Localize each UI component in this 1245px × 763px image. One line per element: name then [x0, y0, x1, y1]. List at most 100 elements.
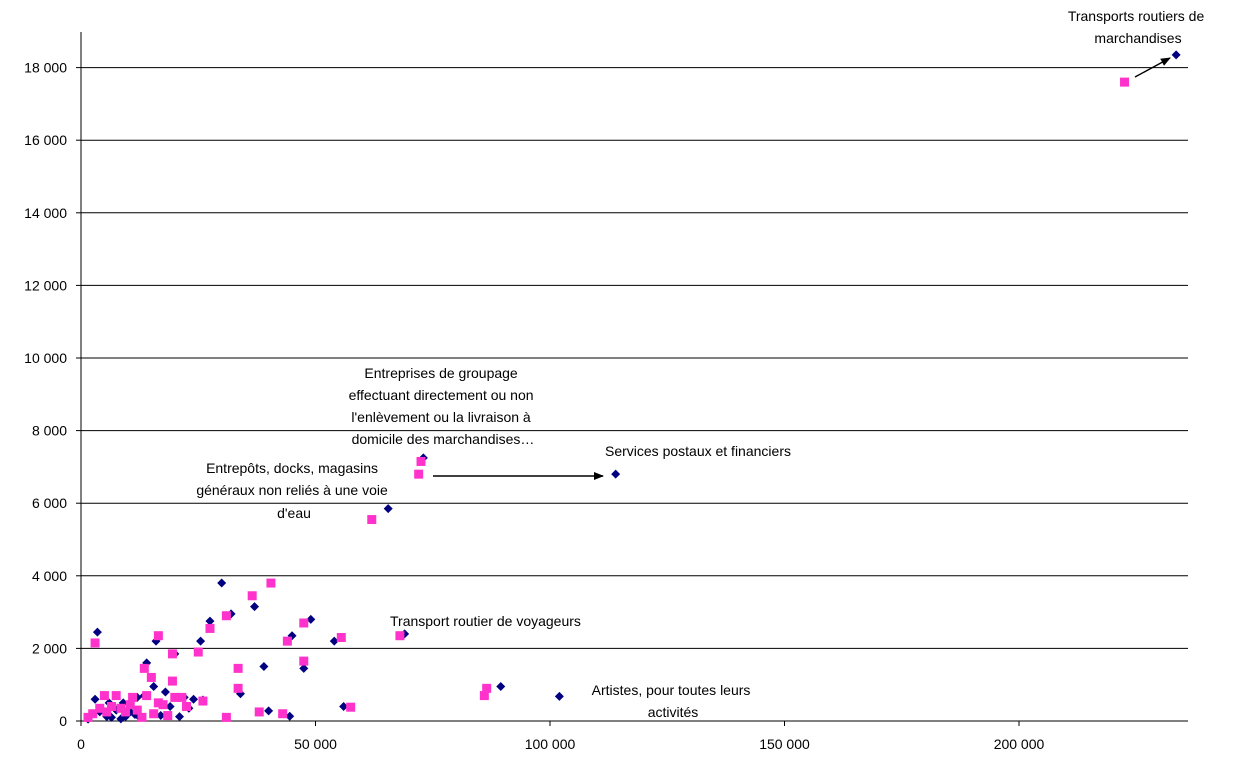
data-point-diamond [156, 711, 166, 721]
data-point-diamond [259, 662, 269, 672]
data-point-square [395, 631, 405, 641]
data-point-square [163, 711, 173, 721]
data-point-diamond [383, 504, 393, 514]
annotation-line: Artistes, pour toutes leurs [592, 682, 751, 698]
data-point-diamond [205, 616, 215, 626]
data-point-square [1120, 77, 1130, 87]
data-point-square [88, 709, 98, 719]
x-tick-label: 50 000 [294, 736, 337, 752]
annotation-transport-routier-voyageurs: Transport routier de voyageurs [390, 613, 581, 629]
data-point-square [153, 698, 163, 708]
annotation-artistes: Artistes, pour toutes leurs activités [592, 682, 755, 720]
y-tick-label: 18 000 [24, 60, 67, 76]
data-point-diamond [196, 636, 206, 646]
data-point-square [95, 703, 105, 713]
annotation-line: l'enlèvement ou la livraison à [351, 409, 531, 425]
data-point-square [99, 691, 109, 701]
data-point-square [146, 672, 156, 682]
data-point-square [299, 618, 309, 628]
x-axis-ticks: 0 50 000 100 000 150 000 200 000 [77, 721, 1045, 752]
y-tick-label: 10 000 [24, 350, 67, 366]
data-point-square [149, 709, 159, 719]
annotation-line: marchandises [1094, 30, 1181, 46]
data-point-square [205, 623, 215, 633]
y-tick-label: 0 [59, 713, 67, 729]
data-point-square [254, 707, 264, 717]
annotation-line: Transport routier de voyageurs [390, 613, 581, 629]
data-point-diamond [92, 627, 102, 637]
data-point-square [193, 647, 203, 657]
data-point-diamond [306, 614, 316, 624]
data-point-square [111, 691, 121, 701]
y-tick-label: 16 000 [24, 132, 67, 148]
data-point-square [414, 469, 424, 479]
data-point-square [167, 676, 177, 686]
x-tick-label: 0 [77, 736, 85, 752]
data-point-diamond [165, 701, 175, 711]
annotation-line: Services postaux et financiers [605, 443, 791, 459]
data-point-square [233, 663, 243, 673]
data-point-square [479, 691, 489, 701]
annotation-arrows [433, 57, 1171, 480]
data-point-square [247, 591, 257, 601]
annotation-entrepots-docks: Entrepôts, docks, magasins généraux non … [196, 460, 391, 521]
data-point-square [121, 707, 131, 717]
data-point-square [102, 707, 112, 717]
annotation-entreprises-groupage: Entreprises de groupage effectuant direc… [349, 365, 538, 447]
annotation-line: généraux non reliés à une voie [196, 482, 388, 498]
data-point-square [367, 515, 377, 525]
data-point-diamond [217, 578, 227, 588]
annotation-arrow [1134, 57, 1171, 78]
data-point-diamond [90, 694, 100, 704]
annotations: Transports routiers de marchandises Entr… [196, 8, 1205, 720]
data-point-square [221, 611, 231, 621]
data-point-square [125, 700, 135, 710]
gridlines [81, 67, 1188, 649]
y-tick-label: 12 000 [24, 277, 67, 293]
annotation-line: effectuant directement ou non [349, 387, 534, 403]
y-tick-label: 6 000 [32, 495, 67, 511]
annotation-line: Entrepôts, docks, magasins [206, 460, 378, 476]
data-point-square [90, 638, 100, 648]
data-point-square [177, 692, 187, 702]
data-point-diamond [329, 636, 339, 646]
data-point-square [139, 663, 149, 673]
data-point-square [482, 683, 492, 693]
y-tick-label: 2 000 [32, 640, 67, 656]
data-point-square [221, 712, 231, 722]
data-point-square [128, 692, 138, 702]
data-point-diamond [264, 706, 274, 716]
y-tick-label: 14 000 [24, 205, 67, 221]
data-point-diamond [299, 663, 309, 673]
annotation-line: Entreprises de groupage [364, 365, 518, 381]
data-point-diamond [1171, 50, 1181, 60]
data-point-square [158, 700, 168, 710]
data-point-square [233, 683, 243, 693]
data-point-square [299, 656, 309, 666]
annotation-line: Transports routiers de [1068, 8, 1205, 24]
data-point-diamond [554, 691, 564, 701]
x-tick-label: 150 000 [759, 736, 810, 752]
annotation-line: domicile des marchandises… [352, 431, 535, 447]
data-point-diamond [611, 469, 621, 479]
data-point-diamond [160, 687, 170, 697]
data-point-square [142, 691, 152, 701]
data-point-diamond [496, 682, 506, 692]
data-point-square [132, 705, 142, 715]
data-points [83, 50, 1181, 724]
data-point-square [137, 712, 147, 722]
y-axis-ticks: 0 2 000 4 000 6 000 8 000 10 000 12 000 14 000 1… [24, 60, 81, 729]
data-point-square [416, 456, 426, 466]
data-point-square [278, 709, 288, 719]
data-point-diamond [285, 711, 295, 721]
annotation-line: activités [648, 704, 699, 720]
data-point-diamond [149, 682, 159, 692]
axes [80, 32, 1188, 722]
data-point-square [282, 636, 292, 646]
annotation-services-postaux: Services postaux et financiers [605, 443, 791, 459]
data-point-square [170, 692, 180, 702]
y-tick-label: 4 000 [32, 568, 67, 584]
data-point-diamond [174, 712, 184, 722]
data-point-square [336, 633, 346, 643]
